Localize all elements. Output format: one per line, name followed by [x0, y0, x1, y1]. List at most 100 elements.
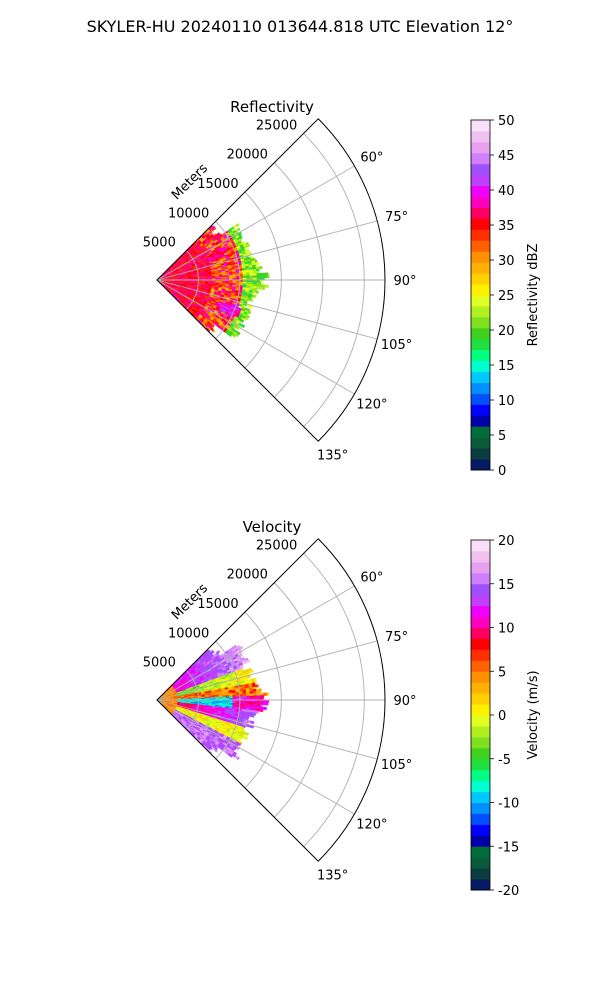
colorbar-segment	[471, 802, 490, 814]
field-cell	[240, 238, 242, 242]
field-cell	[241, 324, 246, 329]
colorbar-segment	[471, 583, 490, 596]
field-cell	[263, 706, 267, 711]
colorbar-segment	[471, 141, 490, 154]
colorbar-segment	[471, 327, 490, 340]
field-cell	[255, 290, 259, 294]
field-cell	[255, 684, 259, 688]
range-tick-label: 5000	[143, 236, 176, 251]
field-cell	[250, 298, 254, 302]
azimuth-tick-label: 120°	[356, 398, 387, 413]
colorbar-segment	[471, 448, 490, 460]
azimuth-tick-label: 60°	[360, 151, 383, 166]
field-cell	[266, 274, 270, 279]
reflectivity-title: Reflectivity	[230, 98, 314, 116]
colorbar-segment	[471, 415, 490, 427]
colorbar-tick-label: 20	[498, 324, 515, 339]
colorbar-segment	[471, 550, 490, 563]
field-cell	[212, 226, 217, 231]
colorbar-segment	[471, 305, 490, 318]
colorbar-segment	[471, 262, 490, 274]
field-cell	[263, 702, 268, 706]
field-cell	[235, 223, 240, 227]
colorbar-segment	[471, 627, 490, 639]
colorbar-segment	[471, 174, 490, 187]
range-tick-label: 20000	[227, 148, 268, 163]
field-cell	[250, 720, 255, 725]
azimuth-tick-label: 120°	[356, 818, 387, 833]
range-tick-label: 20000	[227, 568, 268, 583]
colorbar-segment	[471, 879, 490, 891]
colorbar-segment	[471, 120, 490, 132]
colorbar-segment	[471, 316, 490, 329]
field-cell	[256, 286, 261, 290]
colorbar-segment	[471, 846, 490, 858]
colorbar-tick-label: 15	[498, 359, 515, 374]
colorbar-tick-label: 45	[498, 149, 515, 164]
colorbar-segment	[471, 780, 490, 793]
colorbar-segment	[471, 360, 490, 373]
range-tick-label: 15000	[197, 177, 238, 192]
azimuth-tick-label: 75°	[385, 630, 408, 645]
field-cell	[266, 284, 269, 288]
colorbar-segment	[471, 540, 490, 552]
colorbar-segment	[471, 404, 490, 416]
range-tick-label: 10000	[168, 206, 209, 221]
range-tick-label: 25000	[256, 538, 297, 553]
colorbar-segment	[471, 393, 490, 405]
colorbar-tick-label: 25	[498, 289, 515, 304]
colorbar-segment	[471, 371, 490, 383]
azimuth-tick-label: 105°	[381, 338, 412, 353]
colorbar-tick-label: 30	[498, 254, 515, 269]
azimuth-tick-label: 75°	[385, 210, 408, 225]
field-cell	[230, 334, 233, 338]
colorbar-tick-label: 50	[498, 114, 515, 129]
field-cell	[255, 710, 259, 714]
velocity-colorbar-label: Velocity (m/s)	[526, 670, 541, 759]
colorbar-segment	[471, 273, 490, 285]
colorbar-segment	[471, 240, 490, 252]
field-cell	[251, 294, 256, 298]
colorbar-segment	[471, 426, 490, 438]
colorbar-segment	[471, 594, 490, 607]
colorbar-segment	[471, 561, 490, 574]
figure-title: SKYLER-HU 20240110 013644.818 UTC Elevat…	[87, 17, 514, 36]
colorbar-segment	[471, 349, 490, 362]
azimuth-tick-label: 60°	[360, 571, 383, 586]
field-cell	[259, 708, 264, 713]
velocity-title: Velocity	[243, 518, 302, 536]
colorbar-segment	[471, 152, 490, 165]
azimuth-tick-label: 105°	[381, 758, 412, 773]
azimuth-tick-label: 135°	[317, 869, 348, 884]
colorbar-segment	[471, 769, 490, 782]
colorbar-segment	[471, 715, 490, 727]
field-cell	[239, 235, 243, 240]
colorbar-segment	[471, 736, 490, 749]
colorbar-segment	[471, 251, 490, 263]
colorbar-segment	[471, 835, 490, 847]
field-cell	[211, 231, 213, 234]
colorbar-tick-label: 5	[498, 429, 506, 444]
field-cell	[238, 227, 241, 231]
colorbar-segment	[471, 196, 490, 208]
reflectivity-field	[157, 223, 270, 339]
colorbar-segment	[471, 682, 490, 694]
azimuth-tick-label: 135°	[317, 449, 348, 464]
colorbar-segment	[471, 758, 490, 771]
colorbar-segment	[471, 747, 490, 760]
colorbar-segment	[471, 605, 490, 618]
field-cell	[239, 319, 245, 323]
field-cell	[266, 702, 269, 706]
colorbar-segment	[471, 295, 490, 307]
colorbar-tick-label: 10	[498, 394, 515, 409]
field-cell	[266, 692, 270, 696]
range-tick-label: 25000	[256, 118, 297, 133]
colorbar-tick-label: 35	[498, 219, 515, 234]
colorbar-tick-label: 40	[498, 184, 515, 199]
field-cell	[255, 294, 257, 299]
colorbar-segment	[471, 671, 490, 683]
colorbar-segment	[471, 207, 490, 219]
colorbar-segment	[471, 813, 490, 825]
field-cell	[263, 286, 265, 290]
